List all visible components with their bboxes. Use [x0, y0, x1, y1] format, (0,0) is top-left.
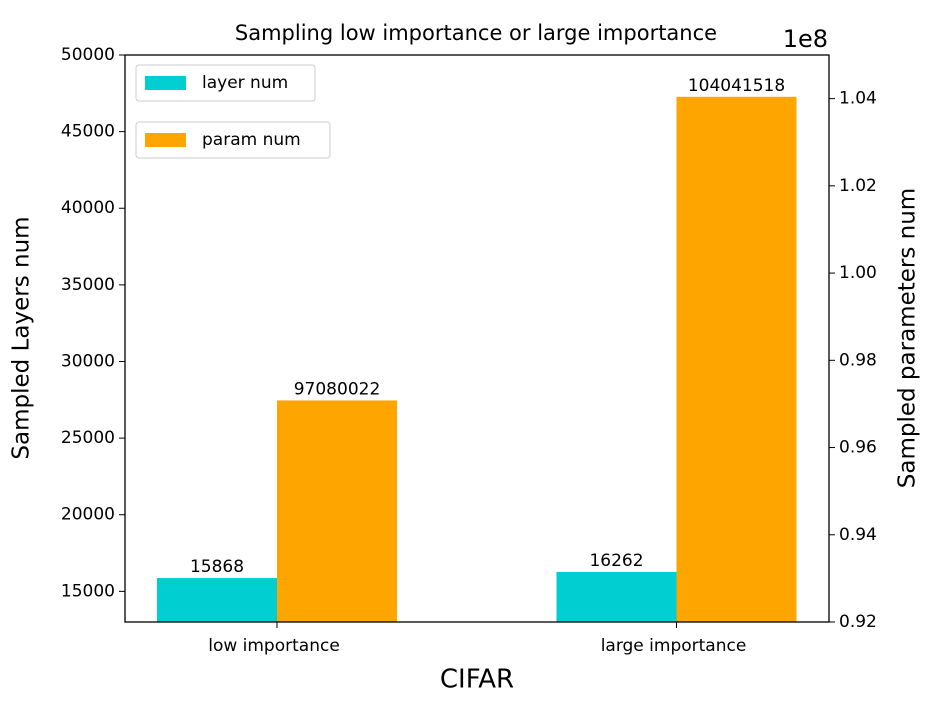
- y2-tick-label: 0.98: [839, 350, 877, 370]
- y-tick-label: 30000: [61, 351, 115, 371]
- y2-tick-label: 0.92: [839, 612, 877, 632]
- legend-label: layer num: [202, 73, 288, 93]
- legend-box: [135, 121, 331, 159]
- bar: [676, 96, 797, 622]
- legend-label: param num: [202, 130, 301, 150]
- y2-tick-label: 0.94: [839, 525, 877, 545]
- legend-swatch: [145, 76, 186, 90]
- legend-swatch: [145, 133, 186, 147]
- data-label: 104041518: [688, 76, 785, 96]
- data-label: 15868: [190, 557, 244, 577]
- legend-box: [135, 64, 316, 102]
- data-label: 16262: [589, 551, 643, 571]
- x-axis-label: CIFAR: [440, 665, 514, 695]
- chart-title: Sampling low importance or large importa…: [235, 21, 717, 45]
- y-tick-label: 45000: [61, 122, 115, 142]
- bar: [157, 578, 277, 622]
- y-axis-label: Sampled Layers num: [9, 216, 35, 459]
- bar: [556, 572, 677, 622]
- y-tick-label: 35000: [61, 275, 115, 295]
- y-tick-label: 40000: [61, 198, 115, 218]
- y2-tick-label: 0.96: [839, 438, 877, 458]
- y2-tick-label: 1.02: [839, 176, 877, 196]
- plot-frame: [124, 54, 830, 623]
- y2-offset-label: 1e8: [783, 25, 828, 53]
- bar: [277, 400, 397, 622]
- y-tick-label: 50000: [61, 45, 115, 65]
- y2-tick-label: 1.04: [839, 89, 877, 109]
- x-tick-label: large importance: [601, 636, 747, 656]
- y-tick-label: 15000: [61, 581, 115, 601]
- y2-tick-label: 1.00: [839, 263, 877, 283]
- y-tick-label: 25000: [61, 428, 115, 448]
- x-tick-label: low importance: [208, 636, 340, 656]
- data-label: 97080022: [294, 379, 381, 399]
- y2-axis-label: Sampled parameters num: [895, 188, 921, 488]
- y-tick-label: 20000: [61, 505, 115, 525]
